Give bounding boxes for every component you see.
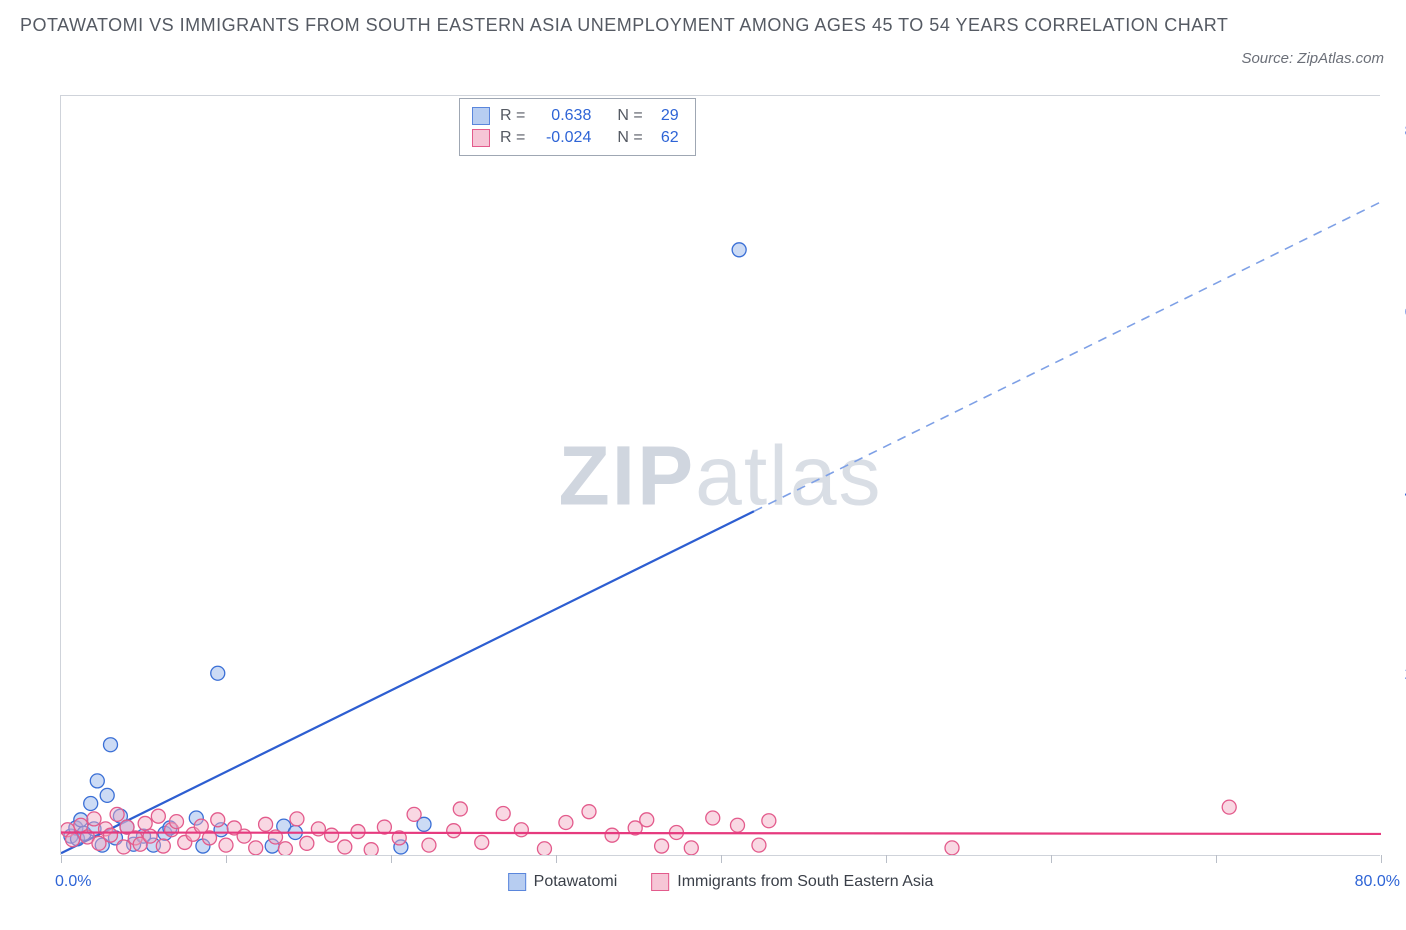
x-tick-label-min: 0.0% — [55, 873, 91, 891]
swatch-seasia-icon — [651, 873, 669, 891]
legend-stats-row-potawatomi: R = 0.638 N = 29 — [472, 105, 679, 127]
plot-area: ZIPatlas R = 0.638 N = 29 R = -0.024 N =… — [60, 95, 1380, 855]
r-value-potawatomi: 0.638 — [535, 105, 591, 127]
n-label: N = — [617, 105, 642, 127]
legend-stats-box: R = 0.638 N = 29 R = -0.024 N = 62 — [459, 98, 696, 156]
n-value-seasia: 62 — [653, 127, 679, 149]
swatch-potawatomi-icon — [508, 873, 526, 891]
r-value-seasia: -0.024 — [535, 127, 591, 149]
source-label: Source: ZipAtlas.com — [1241, 50, 1384, 67]
legend-stats-row-seasia: R = -0.024 N = 62 — [472, 127, 679, 149]
legend-item-seasia: Immigrants from South Eastern Asia — [651, 873, 933, 891]
swatch-potawatomi — [472, 107, 490, 125]
chart-svg — [61, 96, 1381, 856]
n-value-potawatomi: 29 — [653, 105, 679, 127]
r-label: R = — [500, 127, 525, 149]
chart-title: POTAWATOMI VS IMMIGRANTS FROM SOUTH EAST… — [20, 12, 1256, 40]
legend-label-seasia: Immigrants from South Eastern Asia — [677, 873, 933, 891]
r-label: R = — [500, 105, 525, 127]
n-label: N = — [617, 127, 642, 149]
swatch-seasia — [472, 129, 490, 147]
legend-label-potawatomi: Potawatomi — [534, 873, 618, 891]
x-tick-label-max: 80.0% — [1355, 873, 1400, 891]
legend-item-potawatomi: Potawatomi — [508, 873, 618, 891]
bottom-legend: Potawatomi Immigrants from South Eastern… — [508, 873, 934, 891]
